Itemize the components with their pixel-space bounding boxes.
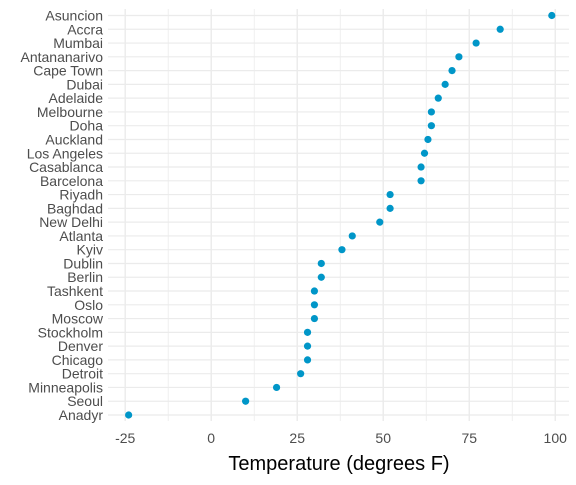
data-point — [548, 11, 556, 20]
y-category-label: Stockholm — [38, 324, 103, 340]
data-point — [496, 25, 504, 33]
y-category-label: Denver — [58, 338, 103, 354]
y-category-label: Accra — [67, 21, 103, 37]
data-point — [310, 287, 319, 295]
y-category-label: Seoul — [67, 393, 103, 409]
data-point — [386, 204, 394, 212]
y-category-label: Moscow — [52, 311, 104, 327]
y-category-label: Anadyr — [59, 407, 104, 423]
data-point — [310, 314, 319, 323]
data-point — [338, 246, 346, 254]
data-point — [310, 301, 319, 309]
y-category-label: Minneapolis — [28, 379, 103, 395]
y-category-label: Baghdad — [47, 200, 103, 216]
data-point — [427, 108, 435, 116]
data-point — [297, 370, 305, 378]
y-category-label: Chicago — [52, 352, 104, 368]
data-point — [424, 135, 432, 144]
data-point — [348, 232, 356, 240]
grid-layer — [108, 9, 569, 421]
x-tick-label: 100 — [544, 430, 568, 446]
y-category-label: Berlin — [67, 269, 103, 285]
data-point — [434, 94, 442, 102]
y-category-label: Los Angeles — [27, 145, 103, 161]
y-category-label: New Delhi — [39, 214, 103, 230]
data-point — [448, 67, 456, 75]
y-category-label: Tashkent — [47, 283, 103, 299]
data-point — [386, 190, 394, 199]
data-point — [472, 39, 480, 47]
data-point — [417, 163, 425, 171]
x-tick-label: -25 — [115, 430, 135, 446]
data-point — [272, 383, 281, 392]
data-point — [427, 122, 435, 130]
x-axis-ticks: -25 0 25 50 75 100 — [115, 430, 567, 446]
y-category-label: Dubai — [66, 76, 103, 92]
y-category-label: Asuncion — [45, 8, 103, 24]
y-category-label: Doha — [70, 118, 104, 134]
x-tick-label: 0 — [207, 430, 215, 446]
x-tick-label: 50 — [375, 430, 391, 446]
y-category-label: Melbourne — [37, 104, 103, 120]
x-tick-label: 75 — [461, 430, 477, 446]
y-category-label: Detroit — [62, 366, 103, 382]
data-points — [125, 11, 556, 419]
y-category-label: Riyadh — [59, 187, 103, 203]
data-point — [242, 397, 250, 405]
data-point — [317, 259, 325, 268]
x-axis-title: Temperature (degrees F) — [228, 453, 449, 475]
y-category-label: Kyiv — [77, 242, 103, 258]
y-category-label: Antananarivo — [20, 49, 103, 65]
y-category-label: Dublin — [63, 255, 103, 271]
data-point — [417, 177, 425, 185]
y-category-label: Barcelona — [40, 173, 103, 189]
data-point — [303, 356, 312, 364]
y-category-label: Cape Town — [33, 63, 103, 79]
y-category-label: Oslo — [74, 297, 103, 313]
x-tick-label: 25 — [289, 430, 305, 446]
data-point — [317, 273, 325, 281]
y-category-label: Atlanta — [59, 228, 103, 244]
data-point — [441, 80, 449, 88]
y-category-label: Auckland — [45, 131, 103, 147]
y-category-label: Mumbai — [53, 35, 103, 51]
data-point — [303, 328, 312, 336]
data-point — [303, 342, 312, 350]
data-point — [376, 218, 384, 226]
data-point — [125, 411, 133, 419]
data-point — [420, 149, 429, 157]
data-point — [455, 53, 463, 61]
y-category-label: Adelaide — [49, 90, 104, 106]
y-category-label: Casablanca — [29, 159, 103, 175]
